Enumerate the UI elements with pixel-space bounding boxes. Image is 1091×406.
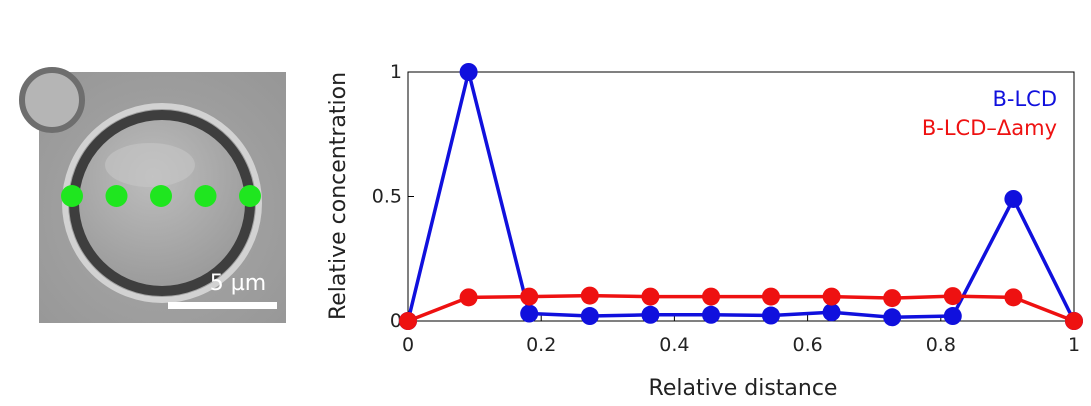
- data-point-b-lcd: [761, 306, 780, 325]
- data-point-b-lcd-damy: [580, 286, 599, 305]
- line-scan-markers: [61, 185, 261, 207]
- x-tick-label: 0.6: [792, 334, 822, 356]
- data-point-b-lcd-damy: [520, 287, 539, 306]
- data-point-b-lcd: [459, 63, 478, 81]
- data-point-b-lcd-damy: [1065, 312, 1083, 330]
- scan-marker: [105, 185, 128, 207]
- data-point-b-lcd-damy: [399, 312, 417, 330]
- x-tick-label: 1: [1068, 334, 1080, 356]
- data-point-b-lcd-damy: [943, 287, 962, 306]
- data-point-b-lcd: [883, 308, 902, 327]
- legend-entry-b-lcd-damy: B-LCD–Δamy: [922, 116, 1057, 140]
- x-tick-label: 0.4: [659, 334, 689, 356]
- data-point-b-lcd: [1004, 189, 1023, 208]
- droplet-highlight: [105, 143, 195, 187]
- scan-marker: [239, 185, 261, 207]
- scan-marker: [61, 185, 83, 207]
- data-point-b-lcd: [641, 305, 660, 324]
- data-point-b-lcd: [822, 303, 841, 322]
- data-point-b-lcd-damy: [641, 287, 660, 306]
- y-tick-label: 0: [390, 310, 402, 332]
- series-line-b-lcd: [406, 70, 1076, 322]
- scale-bar: [168, 302, 277, 309]
- data-point-b-lcd-damy: [1004, 288, 1023, 307]
- x-tick-label: 0.8: [926, 334, 956, 356]
- chart-series: [399, 63, 1083, 330]
- neighbor-droplet: [19, 67, 85, 133]
- data-point-b-lcd: [943, 307, 962, 326]
- x-tick-label: 0.2: [526, 334, 556, 356]
- axis-ticks: 0 0.2 0.4 0.6 0.8 1 0 0.5 1: [372, 61, 1080, 356]
- legend-entry-b-lcd: B-LCD: [992, 87, 1057, 111]
- x-axis-label: Relative distance: [649, 376, 838, 401]
- data-point-b-lcd-damy: [883, 289, 902, 308]
- data-point-b-lcd-damy: [822, 287, 841, 306]
- data-point-b-lcd: [702, 305, 721, 324]
- scale-bar-label: 5 µm: [210, 271, 266, 296]
- data-point-b-lcd: [580, 307, 599, 326]
- y-tick-label: 1: [390, 61, 402, 83]
- microscopy-image-panel: 5 µm: [19, 67, 286, 323]
- y-axis-label: Relative concentration: [326, 72, 351, 320]
- data-point-b-lcd-damy: [761, 287, 780, 306]
- scan-marker: [150, 185, 172, 207]
- plot-frame: [407, 71, 1075, 322]
- series-line-b-lcd-damy: [407, 293, 1075, 323]
- data-point-b-lcd-damy: [702, 287, 721, 306]
- y-tick-label: 0.5: [372, 186, 402, 208]
- data-point-b-lcd: [520, 304, 539, 323]
- scan-marker: [194, 185, 217, 207]
- data-point-b-lcd-damy: [459, 288, 478, 307]
- x-tick-label: 0: [402, 334, 414, 356]
